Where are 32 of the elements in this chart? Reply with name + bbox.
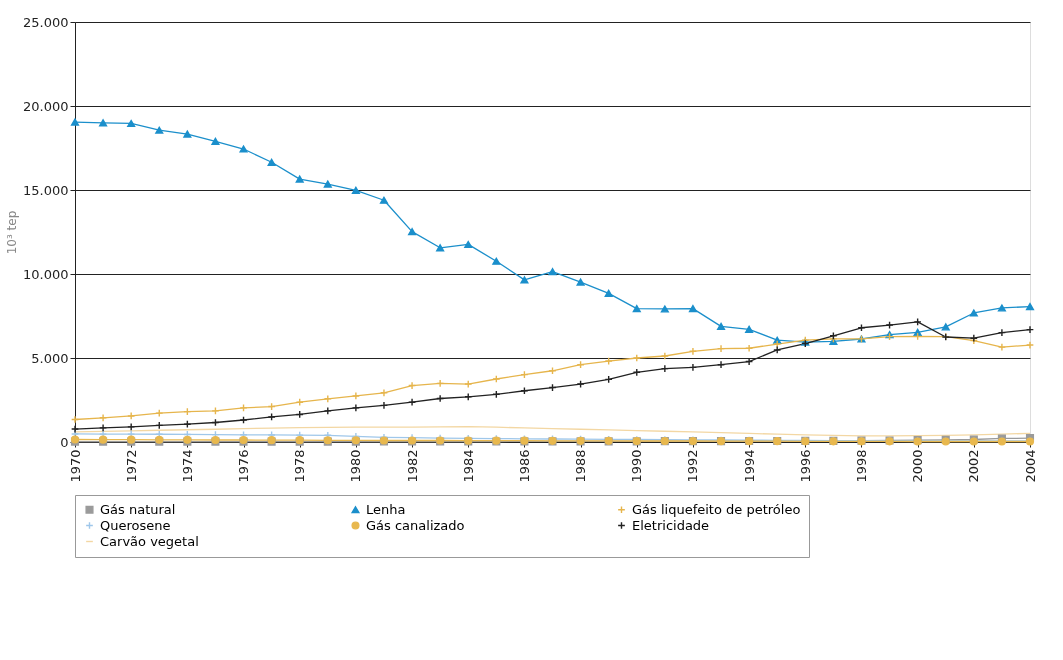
x-tick-label: 1990 — [629, 449, 645, 483]
x-tick-label: 1972 — [123, 449, 139, 483]
x-tick-label: 1970 — [67, 449, 83, 483]
legend-label: Eletricidade — [632, 517, 710, 533]
x-tick-label: 1980 — [348, 449, 364, 483]
legend-label: Gás canalizado — [366, 517, 465, 533]
x-tick-label: 1998 — [853, 449, 869, 483]
legend-label: Querosene — [100, 517, 171, 533]
x-tick-label: 2004 — [1022, 449, 1038, 483]
x-tick-label: 2002 — [966, 449, 982, 483]
legend-label: Gás liquefeito de petróleo — [632, 501, 801, 517]
y-tick-label: 20.000 — [23, 98, 69, 114]
x-tick-label: 1992 — [685, 449, 701, 483]
x-tick-label: 1978 — [292, 449, 308, 483]
y-tick-label: 25.000 — [23, 14, 69, 30]
legend-label: Gás natural — [100, 501, 176, 517]
y-tick-label: 0 — [60, 434, 69, 450]
y-tick-label: 5.000 — [31, 350, 69, 366]
x-tick-label: 1988 — [573, 449, 589, 483]
x-tick-label: 1976 — [236, 449, 252, 483]
x-tick-label: 2000 — [910, 449, 926, 483]
x-tick-label: 1984 — [460, 449, 476, 483]
y-tick-label: 10.000 — [23, 266, 69, 282]
y-axis-title: 10³ tep — [5, 210, 20, 255]
legend-label: Lenha — [366, 501, 406, 517]
x-tick-label: 1994 — [741, 449, 757, 483]
x-tick-label: 1986 — [516, 449, 532, 483]
y-tick-label: 15.000 — [23, 182, 69, 198]
x-tick-label: 1974 — [179, 449, 195, 483]
x-tick-label: 1982 — [404, 449, 420, 483]
x-tick-label: 1996 — [797, 449, 813, 483]
legend-label: Carvão vegetal — [100, 533, 199, 549]
